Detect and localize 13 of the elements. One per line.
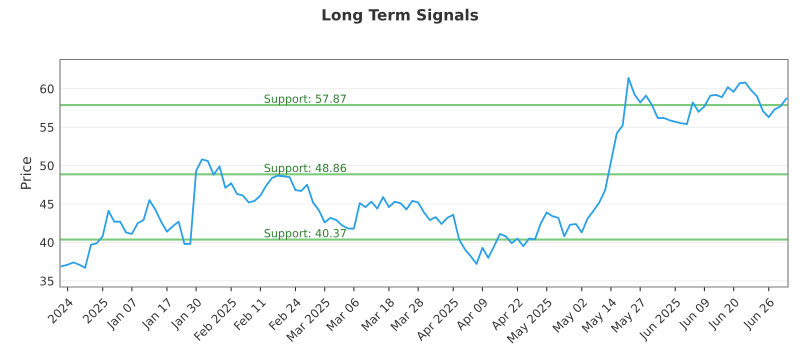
x-tick-label: Jun 26: [742, 297, 776, 332]
line-series: [60, 77, 788, 269]
ref-line-label: Support: 57.87: [264, 94, 346, 106]
chart-title: Long Term Signals: [322, 8, 478, 24]
y-tick-label: 35: [40, 276, 54, 286]
y-tick-label: 40: [40, 238, 54, 248]
y-tick-label: 55: [40, 123, 54, 132]
ref-line-label: Support: 40.37: [264, 229, 346, 240]
ref-line-label: Support: 48.86: [264, 164, 346, 174]
y-axis-title: Price: [20, 157, 32, 189]
y-tick-label: 60: [40, 84, 54, 94]
y-tick-label: 45: [40, 200, 54, 209]
y-tick-label: 50: [40, 161, 54, 170]
